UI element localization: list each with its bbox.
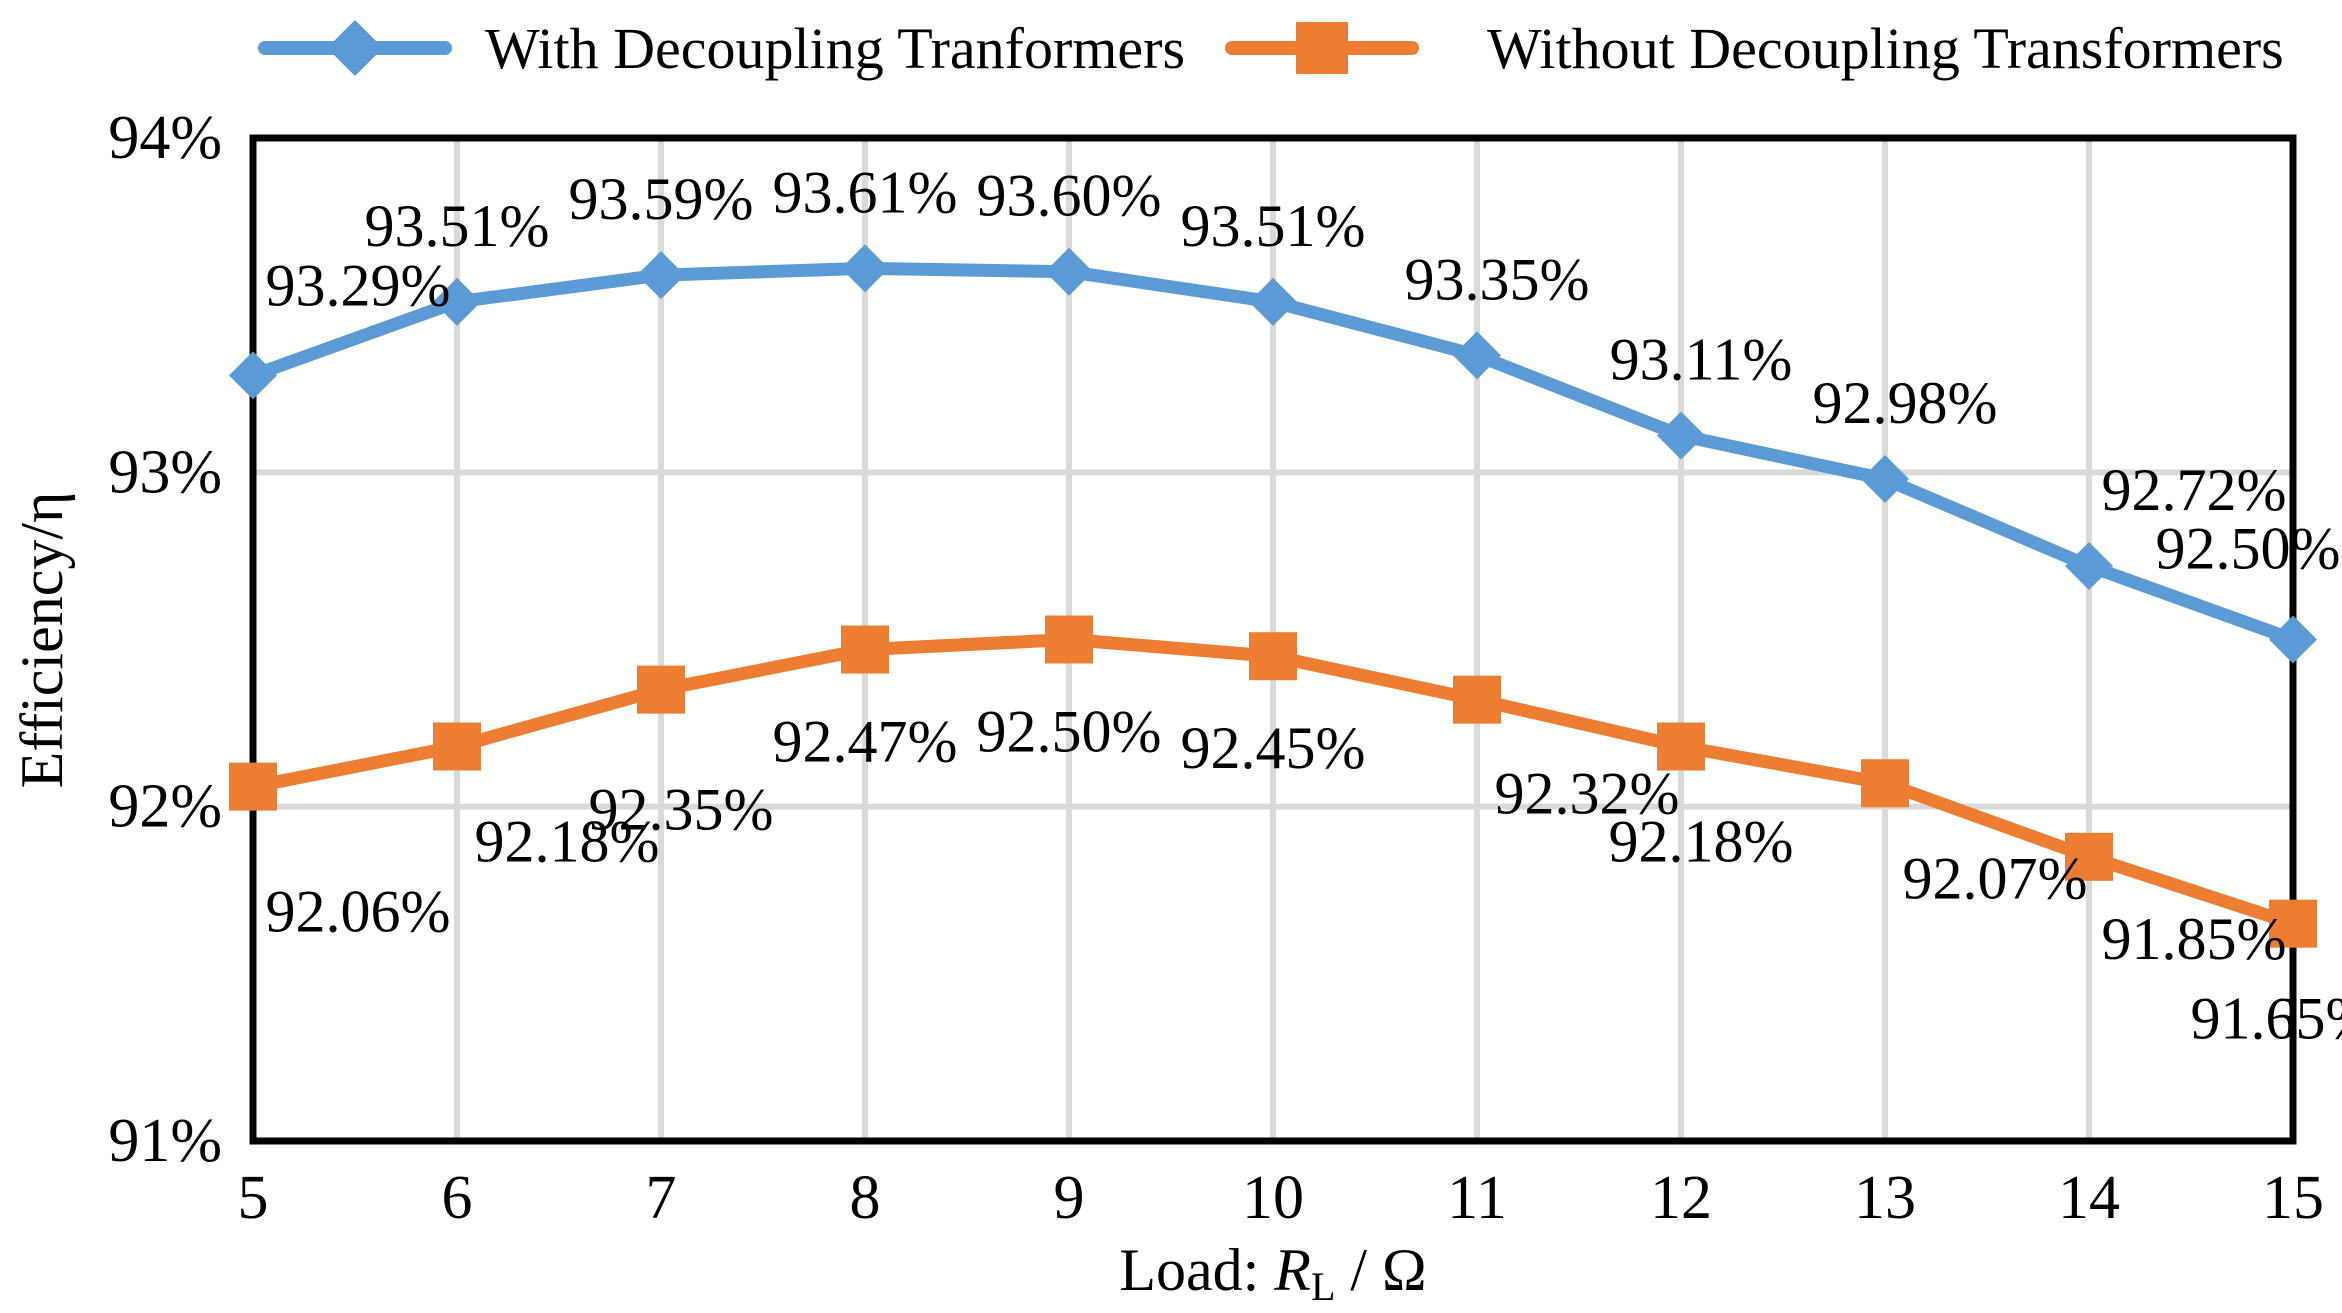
y-tick-label: 92% [108,773,222,841]
x-tick-label: 6 [442,1164,473,1232]
legend-label-without-decoupling: Without Decoupling Transformers [1487,16,2284,81]
data-label: 92.98% [1813,370,1998,436]
data-label: 92.06% [266,879,451,945]
x-axis-title: Load: RL / Ω [1119,1237,1426,1309]
x-axis-ticks: 5 6 7 8 9 10 11 12 13 14 15 [238,1164,2325,1232]
data-label: 91.65% [2191,986,2342,1052]
data-point-square [1045,615,1093,664]
data-point-diamond [1249,277,1297,326]
y-axis-title: Efficiency/η [9,492,75,789]
data-label: 93.35% [1405,246,1590,312]
x-tick-label: 9 [1054,1164,1085,1232]
data-label: 92.47% [773,709,958,775]
data-label: 92.35% [589,777,774,843]
data-label: 92.18% [475,808,660,874]
data-point-square [2065,832,2113,881]
data-label: 92.07% [1903,845,2088,911]
data-point-diamond [1453,331,1501,380]
data-point-diamond [1657,411,1705,460]
x-axis-title-unit: / Ω [1335,1237,1426,1303]
x-tick-label: 8 [850,1164,881,1232]
data-label: 92.72% [2102,457,2287,523]
y-tick-label: 93% [108,438,222,506]
y-tick-label: 94% [108,104,222,172]
legend-item-with-decoupling: With Decoupling Tranformers [258,16,1185,81]
data-point-square [1453,675,1501,724]
series-layer [229,244,2317,948]
data-label: 93.61% [773,159,958,225]
data-point-square [2269,899,2317,948]
data-label: 93.60% [977,163,1162,229]
data-point-diamond [1045,247,1093,296]
data-label: 92.50% [2156,516,2341,582]
data-point-square [1657,722,1705,771]
x-tick-label: 14 [2058,1164,2120,1232]
legend-label-with-decoupling: With Decoupling Tranformers [485,16,1185,81]
data-point-square [1861,759,1909,808]
data-point-square [433,722,481,771]
legend-item-without-decoupling: Without Decoupling Transformers [1225,16,2284,81]
data-label: 93.29% [266,252,451,318]
data-point-diamond [2269,615,2317,664]
data-point-diamond [637,251,685,300]
data-label: 92.45% [1181,715,1366,781]
data-label: 93.59% [569,166,754,232]
x-tick-label: 15 [2262,1164,2324,1232]
x-tick-label: 7 [646,1164,677,1232]
data-point-diamond [433,277,481,326]
y-tick-label: 91% [108,1107,222,1175]
data-label: 92.18% [1609,808,1794,874]
data-label: 93.11% [1610,327,1793,393]
x-tick-label: 13 [1854,1164,1916,1232]
legend: With Decoupling Tranformers Without Deco… [258,16,2284,81]
x-tick-label: 11 [1447,1164,1507,1232]
legend-square-marker-icon [1296,22,1348,74]
data-point-diamond [2065,541,2113,590]
x-axis-title-variable: R [1273,1237,1311,1303]
x-tick-label: 10 [1242,1164,1304,1232]
x-tick-label: 5 [238,1164,269,1232]
data-point-diamond [229,351,277,400]
y-axis-ticks: 91% 92% 93% 94% [108,104,222,1175]
data-point-square [841,625,889,674]
data-label: 93.51% [365,193,550,259]
data-label: 93.51% [1181,193,1366,259]
x-axis-title-prefix: Load: [1119,1237,1274,1303]
data-labels: 93.29%93.51% 93.59% 93.61% 93.60% 93.51%93.3… [266,159,2342,1051]
x-axis-title-subscript: L [1311,1264,1335,1309]
data-label: 92.50% [977,699,1162,765]
data-point-square [229,762,277,811]
legend-diamond-marker-icon [327,20,383,76]
data-point-square [1249,632,1297,681]
x-tick-label: 12 [1650,1164,1712,1232]
data-label: 91.85% [2102,906,2287,972]
data-label: 92.32% [1495,761,1680,827]
data-point-diamond [841,244,889,293]
data-point-square [637,665,685,714]
data-point-diamond [1861,455,1909,504]
